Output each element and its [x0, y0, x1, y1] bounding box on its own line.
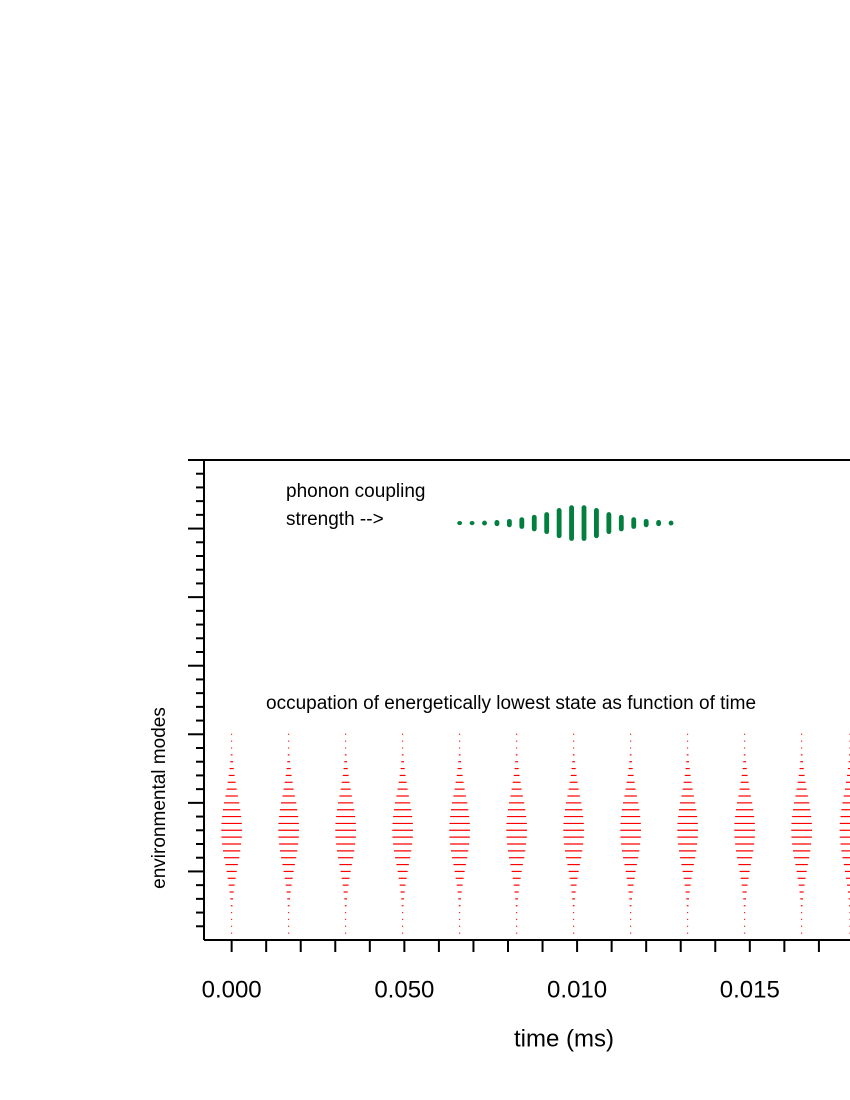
coupling-bar: [606, 512, 612, 535]
annotation: phonon coupling: [286, 481, 425, 502]
coupling-bar: [556, 508, 562, 539]
x-tick-label: 0.015: [720, 976, 780, 1003]
coupling-bar: [643, 518, 649, 528]
coupling-bar: [494, 520, 500, 527]
coupling-bar: [618, 514, 624, 532]
coupling-bar: [544, 512, 550, 535]
x-tick-label: 0.010: [547, 976, 607, 1003]
coupling-bar: [482, 520, 487, 526]
annotation: occupation of energetically lowest state…: [266, 693, 756, 714]
x-tick-label: 0.050: [374, 976, 434, 1003]
annotation: strength -->: [286, 509, 384, 530]
x-axis-label: time (ms): [514, 1025, 614, 1052]
coupling-bar: [469, 521, 475, 526]
coupling-bar: [668, 520, 674, 526]
coupling-bar: [581, 505, 587, 541]
coupling-bar: [506, 518, 512, 528]
coupling-bar: [519, 517, 525, 529]
coupling-bar: [631, 517, 637, 529]
coupling-bar: [656, 520, 662, 527]
x-tick-label: 0.000: [202, 976, 262, 1003]
y-axis-label: environmental modes: [149, 707, 170, 889]
coupling-bar: [594, 508, 599, 539]
coupling-bar: [569, 505, 574, 541]
coupling-bar: [457, 521, 463, 526]
coupling-bar: [531, 514, 537, 532]
